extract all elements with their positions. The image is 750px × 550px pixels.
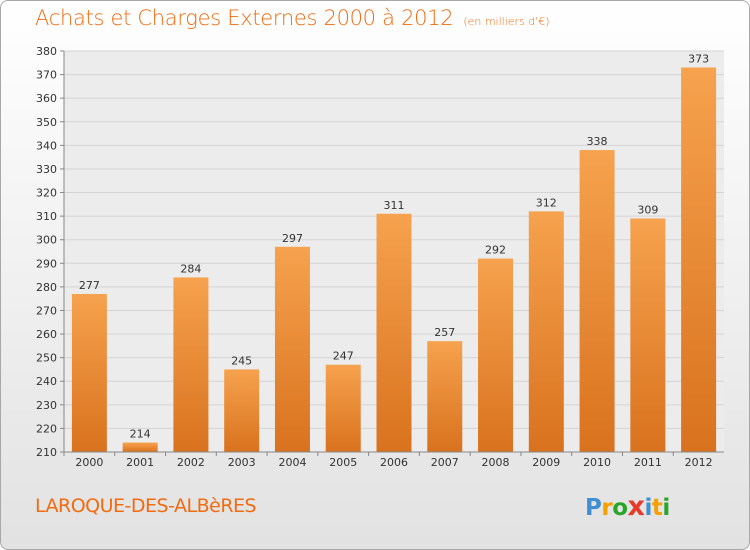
chart-subtitle: (en milliers d'€) — [463, 15, 550, 28]
y-tick-label: 260 — [36, 328, 57, 341]
chart-title-text: Achats et Charges Externes 2000 à 2012 — [35, 6, 454, 30]
y-tick-label: 280 — [36, 281, 57, 294]
data-label: 338 — [587, 135, 608, 148]
y-tick-label: 370 — [36, 69, 57, 82]
x-tick-label: 2002 — [177, 456, 205, 469]
x-tick-label: 2005 — [329, 456, 357, 469]
y-tick-label: 340 — [36, 139, 57, 152]
data-label: 373 — [688, 53, 709, 66]
y-tick-label: 330 — [36, 163, 57, 176]
logo-letter: o — [612, 495, 628, 521]
bars: 277 214 284 245 297 247 311 257 292 312 338 309 373 — [71, 53, 717, 452]
town-name: LAROQUE-DES-ALBèRES — [35, 495, 257, 517]
logo-letter: P — [585, 495, 602, 521]
x-tick-label: 2007 — [431, 456, 459, 469]
y-tick-label: 250 — [36, 352, 57, 365]
bar-2005 — [325, 364, 361, 452]
data-label: 297 — [282, 232, 303, 245]
logo-letter: r — [601, 495, 613, 521]
y-tick-label: 240 — [36, 375, 57, 388]
data-label: 245 — [231, 354, 252, 367]
x-tick-label: 2000 — [75, 456, 103, 469]
bar-2008 — [478, 258, 514, 452]
data-label: 247 — [333, 350, 354, 363]
bar-2006 — [376, 213, 412, 452]
logo-letter: t — [651, 495, 663, 521]
x-tick-label: 2009 — [532, 456, 560, 469]
x-tick-label: 2004 — [278, 456, 306, 469]
y-tick-label: 360 — [36, 92, 57, 105]
data-label: 277 — [79, 279, 100, 292]
bar-2010 — [579, 150, 615, 452]
bar-2001 — [122, 442, 158, 452]
proxiti-logo: Proxiti — [585, 491, 670, 522]
y-tick-label: 300 — [36, 234, 57, 247]
data-label: 257 — [434, 326, 455, 339]
bar-2009 — [528, 211, 564, 452]
data-label: 214 — [130, 428, 151, 441]
y-tick-label: 220 — [36, 422, 57, 435]
x-tick-label: 2010 — [583, 456, 611, 469]
x-tick-label: 2011 — [634, 456, 662, 469]
data-label: 312 — [536, 196, 557, 209]
y-tick-label: 380 — [36, 45, 57, 58]
x-tick-label: 2008 — [482, 456, 510, 469]
data-label: 309 — [637, 203, 658, 216]
bar-2004 — [274, 246, 310, 452]
bar-2012 — [681, 67, 717, 452]
bar-2000 — [71, 293, 107, 452]
bar-2011 — [630, 218, 666, 452]
y-tick-label: 290 — [36, 257, 57, 270]
axes: 210 220 230 240 250 260 270 280 290 300 310 320 330 3… — [36, 45, 724, 469]
data-label: 292 — [485, 244, 506, 257]
y-tick-label: 230 — [36, 399, 57, 412]
x-tick-label: 2003 — [228, 456, 256, 469]
x-tick-label: 2006 — [380, 456, 408, 469]
logo-letter: i — [644, 495, 652, 521]
bar-2002 — [173, 277, 209, 452]
y-tick-label: 320 — [36, 187, 57, 200]
x-tick-label: 2012 — [685, 456, 713, 469]
logo-letter: x — [627, 491, 645, 522]
data-label: 311 — [384, 199, 405, 212]
data-label: 284 — [180, 262, 201, 275]
logo-letter: i — [662, 495, 670, 521]
y-tick-label: 310 — [36, 210, 57, 223]
bar-2007 — [427, 341, 463, 452]
x-tick-label: 2001 — [126, 456, 154, 469]
y-tick-label: 210 — [36, 446, 57, 459]
bar-2003 — [224, 369, 260, 452]
y-tick-label: 270 — [36, 304, 57, 317]
y-tick-label: 350 — [36, 116, 57, 129]
chart-title: Achats et Charges Externes 2000 à 2012 (e… — [35, 6, 550, 30]
